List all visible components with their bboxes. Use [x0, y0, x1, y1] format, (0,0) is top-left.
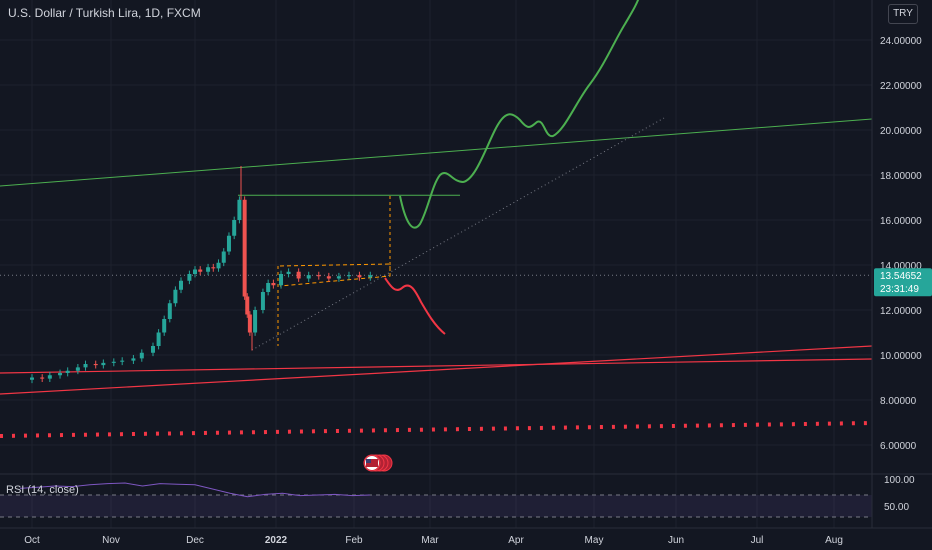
bull-projection-path — [399, 0, 640, 229]
candle-body — [316, 275, 321, 277]
price-tick-label: 20.00000 — [880, 126, 922, 137]
candle-body — [279, 274, 284, 286]
rsi-line — [19, 482, 371, 498]
candle-body — [253, 310, 258, 333]
price-tick-label: 16.00000 — [880, 216, 922, 227]
rsi-level-label: 50.00 — [884, 502, 909, 513]
support-trendline — [0, 345, 873, 395]
dotted-support-line — [0, 421, 873, 438]
candle-body — [162, 319, 167, 333]
candle-body — [156, 332, 161, 346]
candle-body — [65, 370, 70, 373]
flag-icon — [366, 459, 371, 463]
time-axis[interactable]: Oct Nov Dec 2022 Feb Mar Apr May Jun Jul Aug — [0, 527, 932, 546]
consolidation-range — [279, 263, 391, 287]
candle-body — [167, 303, 172, 319]
rsi-pane — [0, 473, 932, 518]
time-tick-label: Jul — [751, 535, 764, 546]
candle-body — [120, 360, 125, 362]
price-tick-label: 14.00000 — [880, 261, 922, 272]
price-tick-label: 6.00000 — [880, 441, 917, 452]
time-tick-label: Mar — [421, 535, 439, 546]
time-tick-label: Oct — [24, 535, 40, 546]
event-flags — [363, 454, 393, 472]
currency-badge[interactable]: TRY — [888, 4, 918, 24]
bear-projection-path — [384, 277, 446, 335]
candle-body — [221, 251, 226, 263]
ascending-trendline — [251, 117, 665, 351]
candle-body — [237, 199, 242, 220]
candle-body — [75, 367, 80, 371]
time-tick-label: Apr — [508, 535, 524, 546]
candle-body — [206, 267, 211, 272]
resistance-trendline — [0, 118, 873, 187]
candle-body — [260, 292, 265, 310]
time-tick-label: 2022 — [265, 535, 288, 546]
candle-body — [179, 280, 183, 290]
grid — [0, 0, 872, 528]
candle-body — [198, 269, 203, 272]
candle-body — [296, 271, 301, 279]
candle-body — [266, 283, 271, 292]
candle-body — [47, 375, 52, 379]
support-trendline — [0, 358, 873, 374]
price-axis[interactable]: 24.00000 22.00000 20.00000 18.00000 16.00000… — [871, 0, 932, 528]
price-tag-countdown: 23:31:49 — [880, 284, 919, 295]
price-tick-label: 24.00000 — [880, 36, 922, 47]
price-tick-label: 12.00000 — [880, 306, 922, 317]
candle-body — [271, 283, 276, 286]
price-tag — [874, 268, 932, 297]
rsi-level-label: 100.00 — [884, 475, 915, 486]
candle-body — [93, 364, 98, 366]
drawings — [0, 0, 873, 438]
flag-icon — [366, 459, 378, 467]
candle-body — [187, 274, 192, 281]
price-tick-label: 22.00000 — [880, 81, 922, 92]
candles — [30, 166, 373, 384]
time-tick-label: May — [585, 535, 604, 546]
candle-body — [40, 377, 45, 379]
candle-body — [30, 377, 34, 380]
candle-body — [211, 267, 216, 269]
candle-body — [336, 276, 341, 279]
time-tick-label: Jun — [668, 535, 684, 546]
candle-body — [58, 373, 63, 376]
time-tick-label: Nov — [102, 535, 120, 546]
price-tag-value: 13.54652 — [880, 271, 922, 282]
candle-body — [111, 361, 116, 363]
candle-body — [151, 346, 155, 353]
candle-body — [173, 289, 178, 304]
price-tick-label: 8.00000 — [880, 396, 917, 407]
price-tick-label: 18.00000 — [880, 171, 922, 182]
candle-body — [216, 262, 221, 269]
symbol-title[interactable]: U.S. Dollar / Turkish Lira, 1D, FXCM — [8, 6, 201, 20]
candle-body — [346, 275, 351, 277]
candle-body — [326, 276, 331, 279]
candle-body — [242, 199, 247, 297]
price-tick-label: 10.00000 — [880, 351, 922, 362]
candle-body — [193, 269, 197, 274]
time-tick-label: Dec — [186, 535, 204, 546]
candle-body — [131, 358, 136, 361]
candle-body — [247, 314, 252, 333]
candle-body — [357, 275, 362, 278]
candle-body — [139, 352, 144, 359]
time-tick-label: Aug — [825, 535, 843, 546]
candle-body — [368, 275, 373, 278]
candle-body — [245, 296, 250, 315]
candle-body — [232, 220, 237, 236]
rsi-band — [0, 495, 872, 517]
time-tick-label: Feb — [345, 535, 363, 546]
candle-body — [286, 271, 291, 274]
rsi-label[interactable]: RSI (14, close) — [6, 484, 79, 496]
candle-body — [101, 362, 106, 366]
candle-body — [226, 235, 231, 252]
candle-body — [306, 275, 311, 279]
candle-body — [83, 364, 88, 368]
